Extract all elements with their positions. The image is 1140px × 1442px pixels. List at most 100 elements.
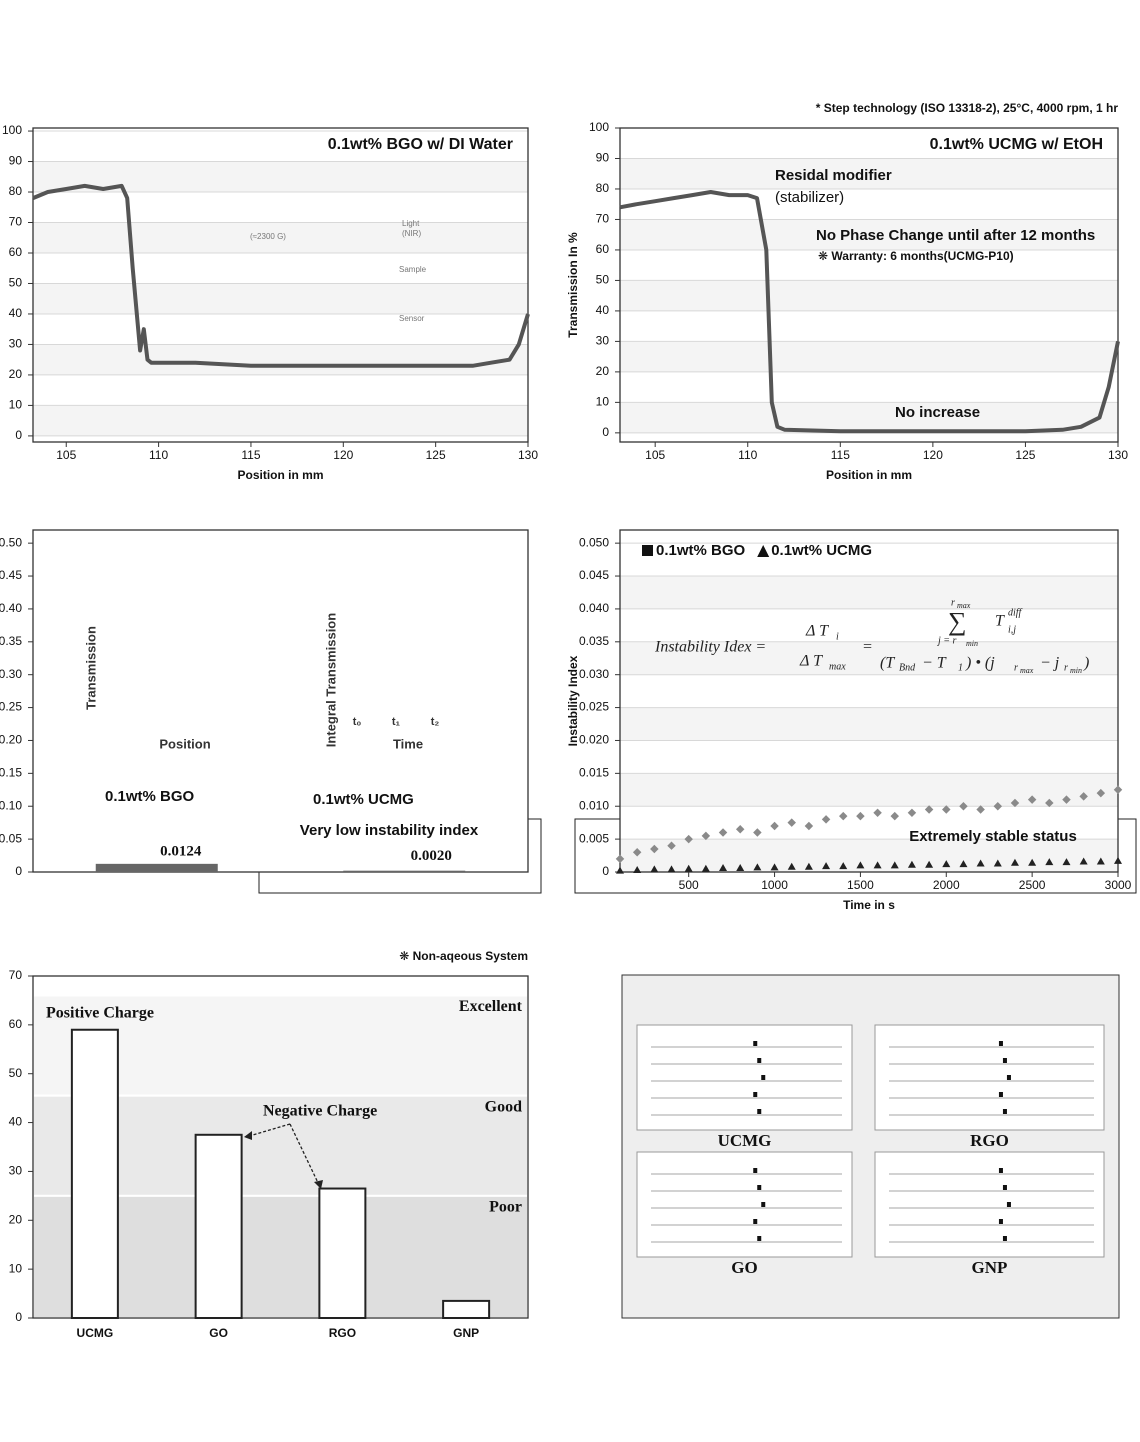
point bbox=[856, 811, 865, 821]
point bbox=[615, 854, 625, 864]
y-tick-label: 50 bbox=[9, 1066, 23, 1080]
annotation: ❋ Warranty: 6 months(UCMG-P10) bbox=[818, 249, 1014, 263]
y-tick-label: 0.010 bbox=[579, 798, 609, 812]
y-tick-label: 0.40 bbox=[0, 601, 22, 615]
point bbox=[684, 864, 693, 872]
transmission-line bbox=[619, 190, 1120, 434]
formula-part: j = r bbox=[936, 635, 957, 646]
mini-chart bbox=[874, 1024, 1105, 1131]
point bbox=[1010, 798, 1020, 808]
legend-label: 0.1wt% UCMG bbox=[771, 542, 872, 559]
x-axis-label: Position in mm bbox=[826, 468, 912, 482]
point bbox=[650, 865, 659, 873]
point bbox=[787, 862, 796, 870]
mini-chart bbox=[874, 1151, 1105, 1258]
point bbox=[787, 818, 796, 827]
point bbox=[1062, 858, 1071, 866]
mini-peak bbox=[753, 1041, 758, 1046]
point bbox=[959, 860, 968, 868]
point bbox=[753, 828, 762, 837]
formula-part: 1 bbox=[958, 662, 963, 673]
y-tick-label: 10 bbox=[596, 395, 610, 409]
point bbox=[1113, 785, 1123, 795]
y-tick-label: 60 bbox=[9, 1017, 23, 1031]
plot-background bbox=[33, 530, 528, 872]
point bbox=[632, 848, 642, 857]
y-tick-label: 60 bbox=[596, 242, 610, 256]
grid-band bbox=[33, 222, 528, 253]
formula-part: T bbox=[995, 613, 1005, 630]
mini-peak bbox=[1002, 1058, 1007, 1063]
y-axis-label: Transmission In % bbox=[566, 232, 580, 338]
x-tick-label: GNP bbox=[453, 1326, 479, 1340]
annotation-arrow bbox=[245, 1123, 321, 1188]
y-tick-label: 80 bbox=[9, 184, 23, 198]
formula-part: i,j bbox=[1008, 624, 1016, 635]
formula-part: min bbox=[966, 639, 978, 648]
point bbox=[1079, 857, 1088, 865]
x-tick-label: 120 bbox=[333, 448, 353, 462]
bar bbox=[70, 1028, 119, 1319]
point bbox=[959, 801, 968, 811]
point bbox=[873, 808, 882, 818]
point bbox=[701, 831, 711, 841]
inset-label: Sample bbox=[399, 265, 427, 274]
chart-title: 0.1wt% BGO w/ DI Water bbox=[328, 136, 513, 153]
y-tick-label: 0 bbox=[15, 864, 22, 878]
point bbox=[1096, 788, 1106, 798]
formula-part: r bbox=[1014, 662, 1018, 673]
y-tick-label: 0.05 bbox=[0, 831, 22, 845]
mini-peak bbox=[761, 1202, 766, 1207]
annotation: (stabilizer) bbox=[775, 189, 844, 206]
point bbox=[890, 861, 899, 869]
mini-peak bbox=[1006, 1202, 1011, 1207]
plot-frame bbox=[619, 127, 1119, 443]
point bbox=[1028, 858, 1037, 866]
point bbox=[993, 859, 1002, 867]
bar bbox=[318, 1187, 367, 1319]
annotation: No Phase Change until after 12 months bbox=[816, 227, 1095, 244]
x-tick-label: UCMG bbox=[77, 1326, 114, 1340]
point bbox=[667, 841, 676, 850]
y-tick-label: 0 bbox=[602, 425, 609, 439]
formula-part: Δ T bbox=[805, 623, 829, 640]
y-tick-label: 40 bbox=[596, 303, 610, 317]
inset-label: Sensor bbox=[399, 314, 425, 323]
x-tick-label: 125 bbox=[426, 448, 446, 462]
inset-label: Light bbox=[402, 219, 420, 228]
y-tick-label: 0.025 bbox=[579, 700, 609, 714]
formula-part: − j bbox=[1040, 655, 1060, 672]
band-label: Poor bbox=[489, 1199, 522, 1216]
annotation: Very low instability index bbox=[300, 822, 479, 839]
y-tick-label: 0.015 bbox=[579, 766, 609, 780]
point bbox=[907, 860, 916, 868]
y-tick-label: 50 bbox=[596, 273, 610, 287]
annotation: Negative Charge bbox=[263, 1103, 377, 1120]
x-axis-label: Position in mm bbox=[237, 468, 323, 482]
y-tick-label: 70 bbox=[9, 215, 23, 229]
y-tick-label: 100 bbox=[589, 120, 609, 134]
x-tick-label: 130 bbox=[1108, 448, 1128, 462]
x-tick-label: RGO bbox=[329, 1326, 356, 1340]
mini-peak bbox=[1002, 1236, 1007, 1241]
annotation: No increase bbox=[895, 404, 980, 421]
point bbox=[821, 815, 831, 824]
vial-label: 1 bbox=[989, 331, 994, 342]
grid-band bbox=[33, 405, 528, 436]
x-tick-label: 500 bbox=[679, 878, 699, 892]
y-tick-label: 20 bbox=[596, 364, 610, 378]
category-label: 0.1wt% BGO bbox=[105, 788, 195, 805]
formula-part: max bbox=[829, 661, 846, 672]
mini-peak bbox=[998, 1219, 1003, 1224]
formula-part: ) bbox=[1083, 655, 1089, 672]
mini-peak bbox=[1006, 1075, 1011, 1080]
bar bbox=[442, 1299, 491, 1320]
point bbox=[942, 805, 951, 814]
formula-part: diff bbox=[1008, 607, 1023, 618]
inset-label: Time bbox=[393, 736, 423, 751]
point bbox=[976, 859, 985, 867]
grid-band bbox=[620, 219, 1118, 250]
x-tick-label: 105 bbox=[645, 448, 665, 462]
note: ❋ Non-aqeous System bbox=[399, 949, 528, 963]
x-tick-label: 115 bbox=[831, 448, 850, 462]
